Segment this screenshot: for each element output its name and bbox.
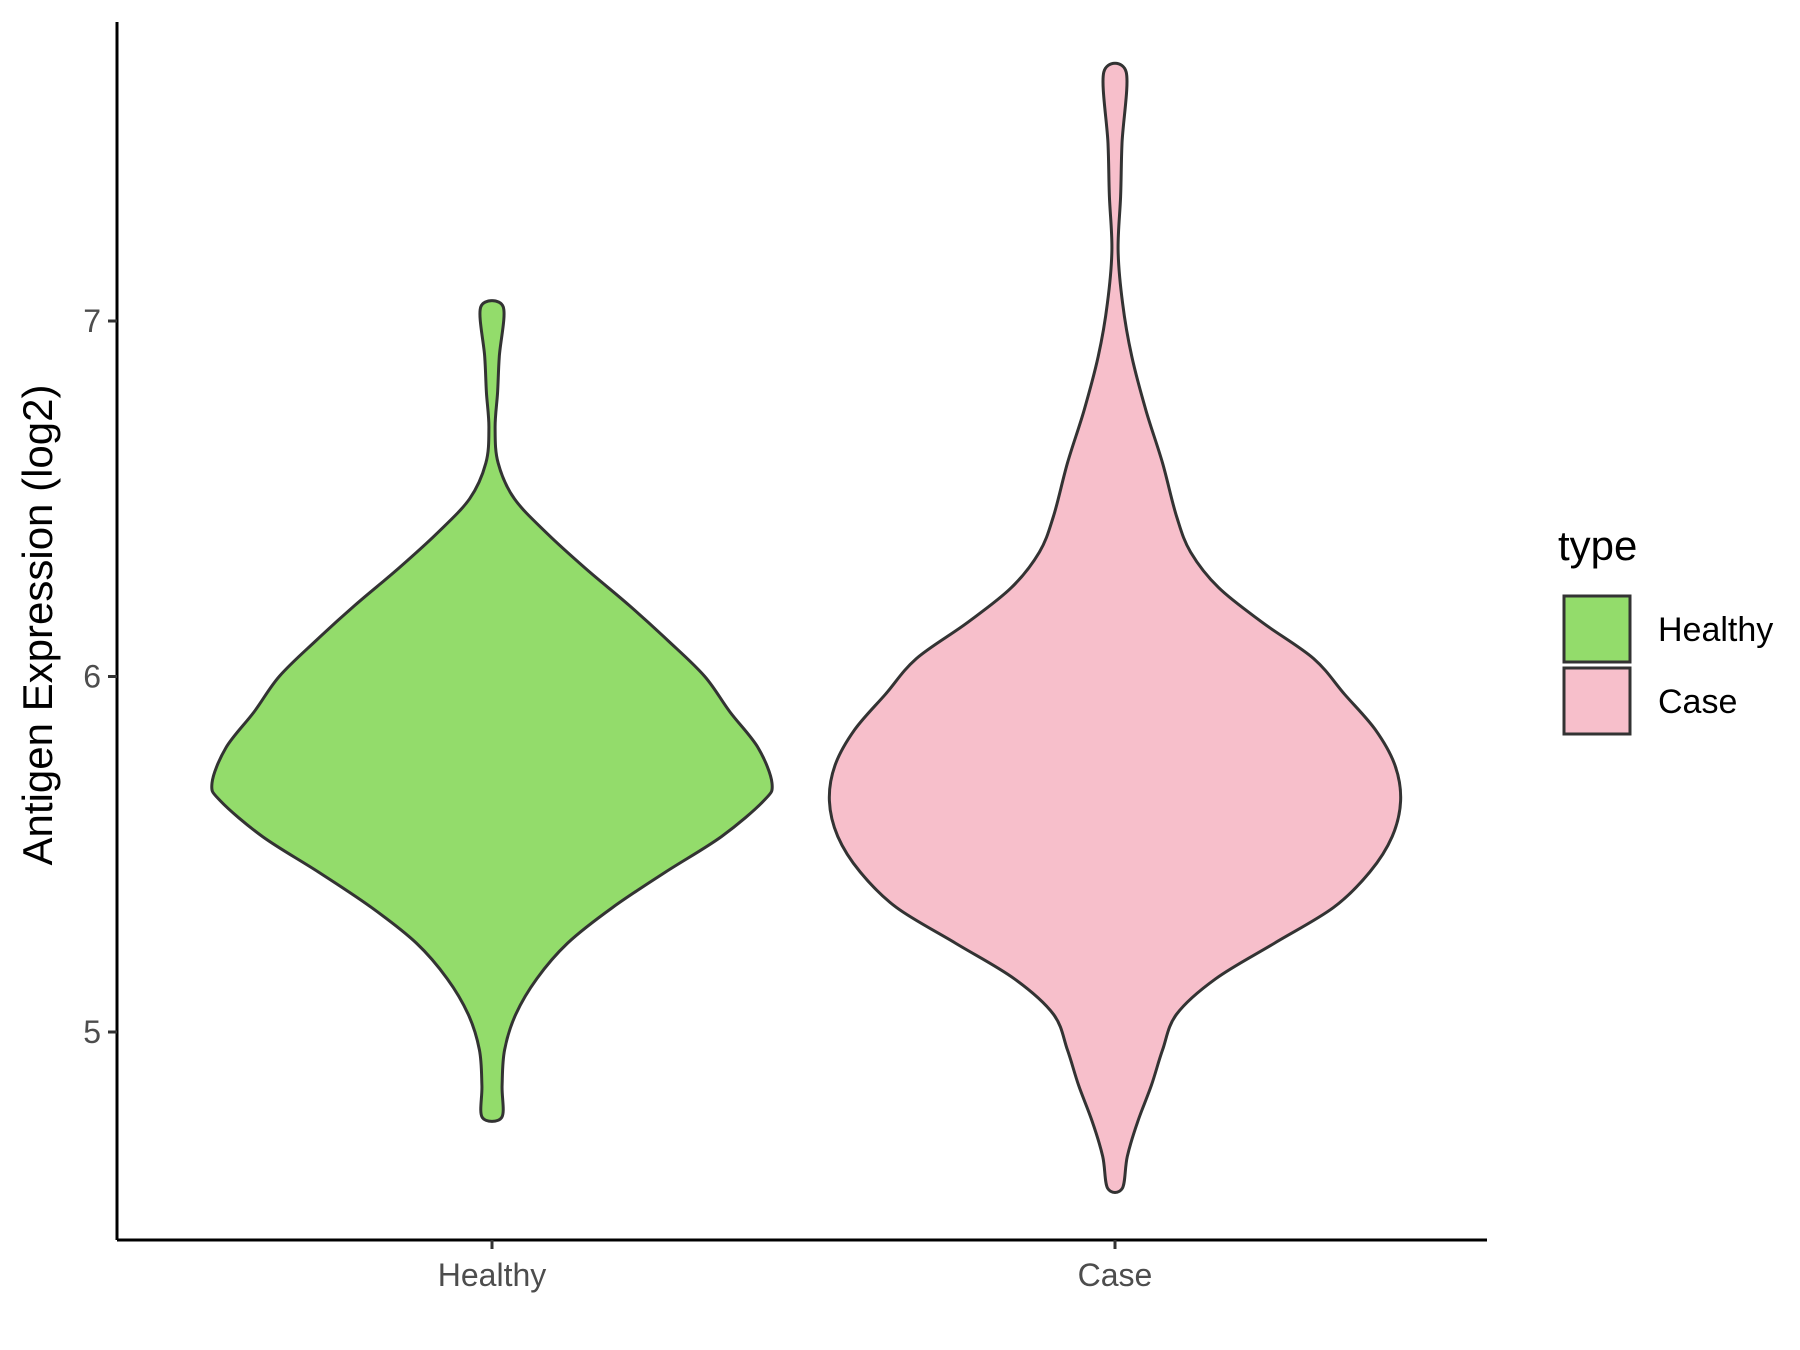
x-tick-label-healthy: Healthy <box>438 1257 547 1293</box>
y-tick-label: 7 <box>83 303 101 339</box>
axes-group: 5 6 7 Healthy Case <box>83 22 1487 1293</box>
x-tick-label-case: Case <box>1078 1257 1153 1293</box>
legend: type Healthy Case <box>1558 522 1773 736</box>
y-axis-title: Antigen Expression (log2) <box>14 385 61 866</box>
violin-case <box>827 61 1403 1194</box>
violins-group <box>210 61 1403 1194</box>
violin-healthy <box>210 299 774 1123</box>
legend-title: type <box>1558 522 1637 569</box>
legend-key-case <box>1562 666 1632 736</box>
y-tick-label: 5 <box>83 1014 101 1050</box>
y-tick-label: 6 <box>83 659 101 695</box>
legend-key-healthy <box>1562 594 1632 664</box>
legend-label-healthy: Healthy <box>1658 611 1773 649</box>
legend-label-case: Case <box>1658 683 1737 721</box>
